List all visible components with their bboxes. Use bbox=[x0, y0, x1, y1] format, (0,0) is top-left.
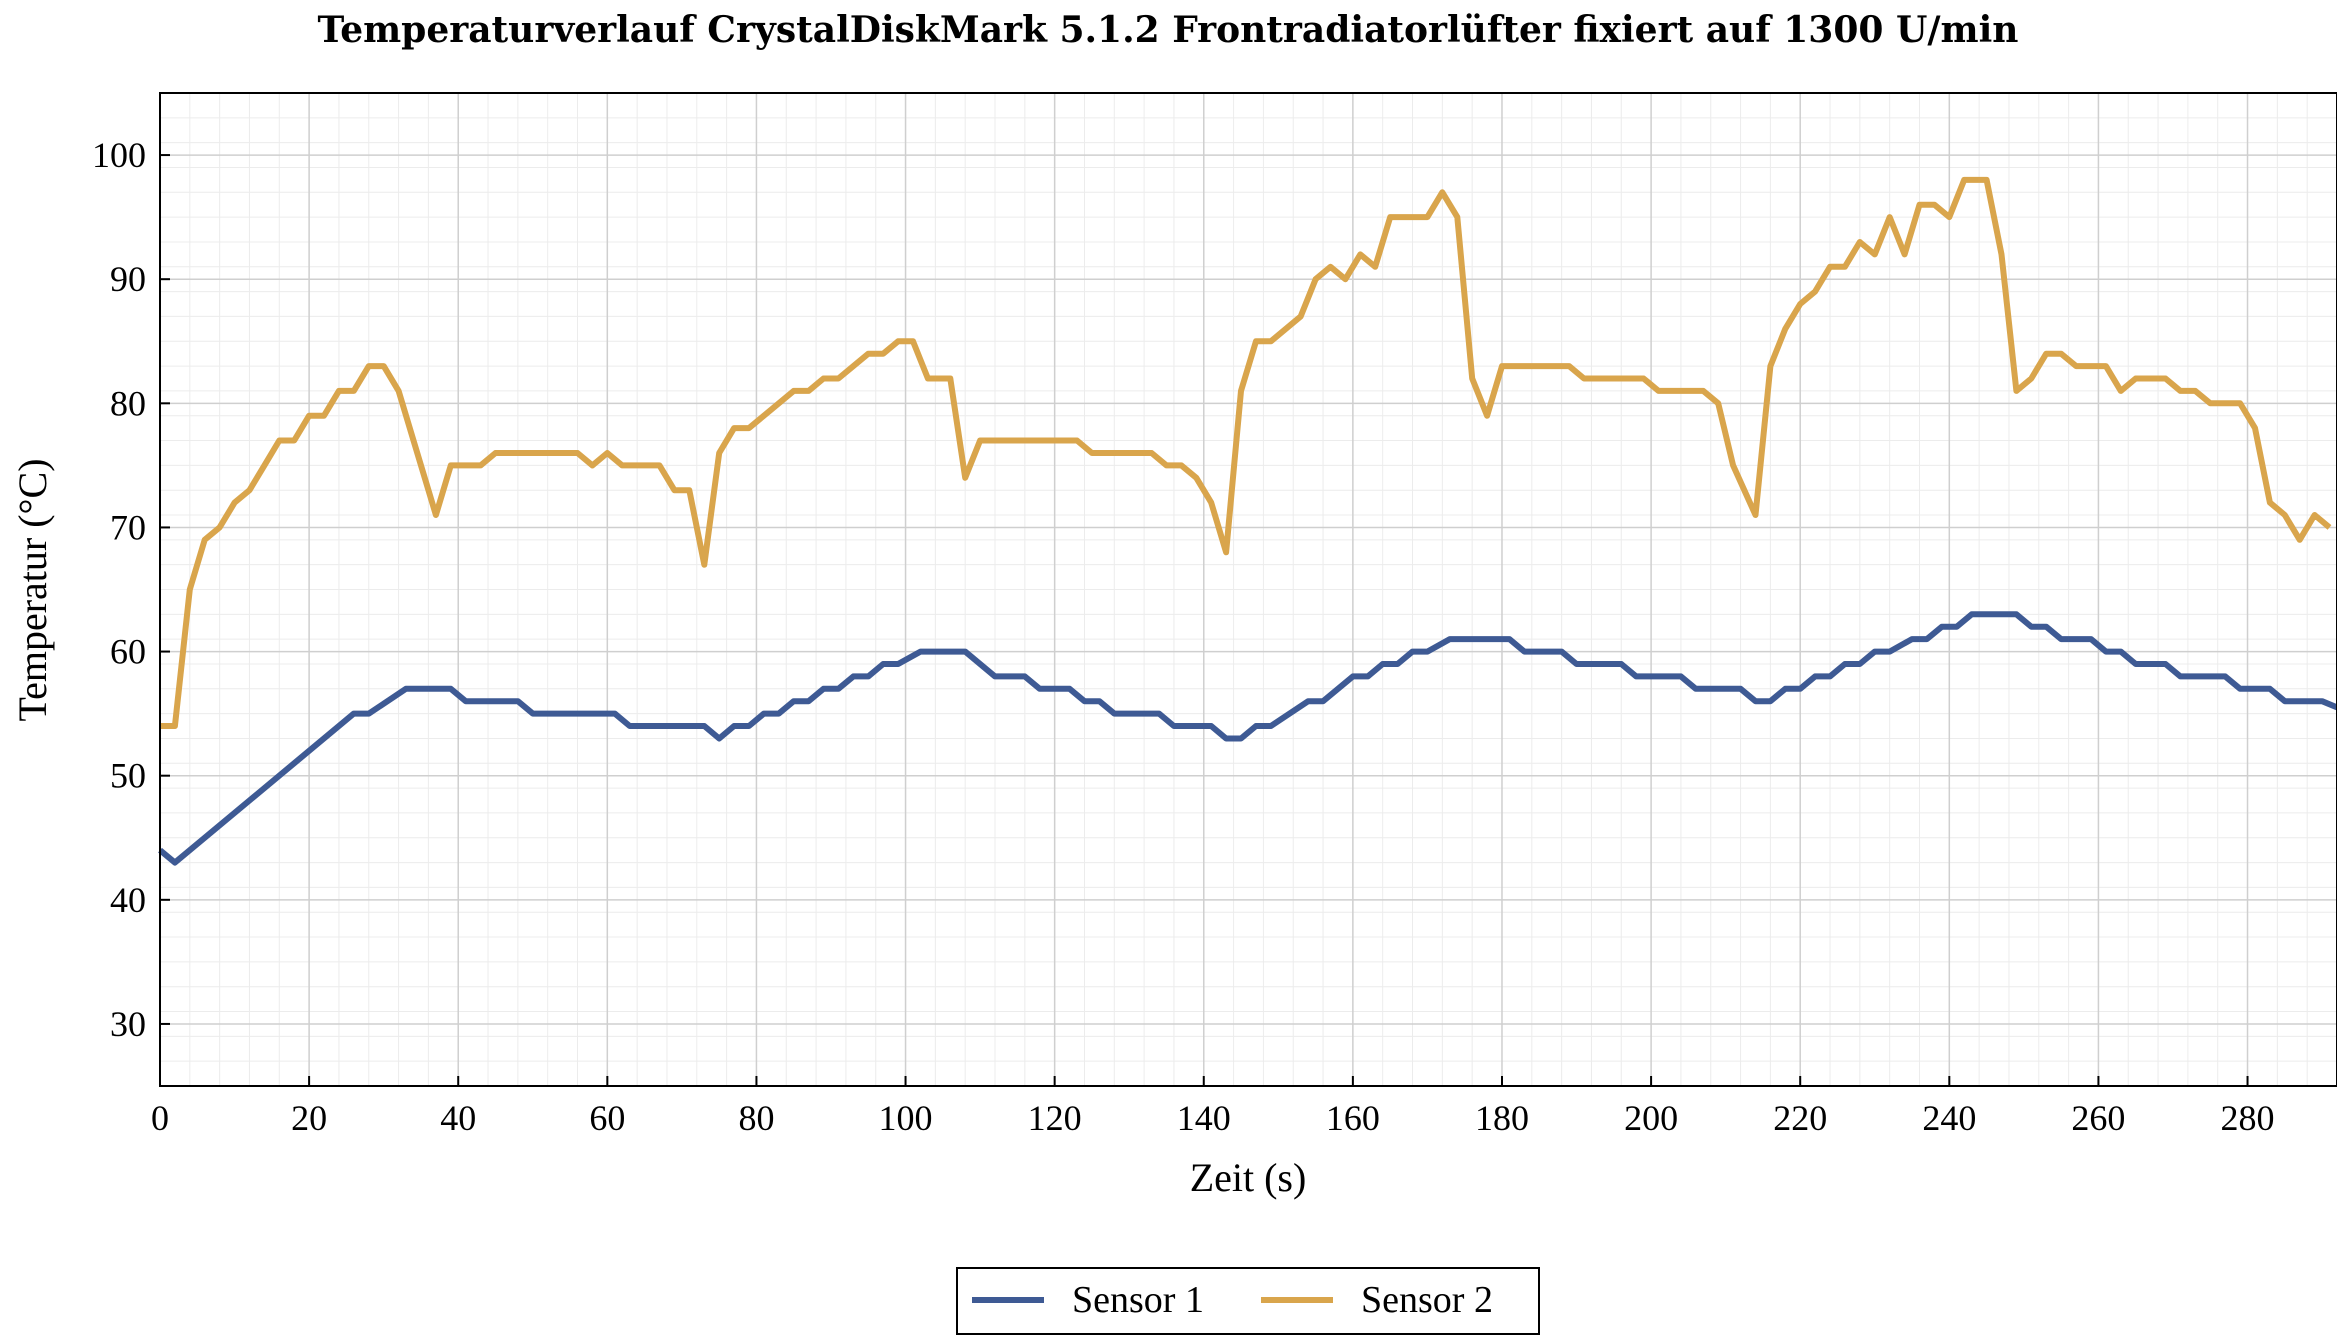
x-tick-label: 160 bbox=[1326, 1098, 1380, 1138]
chart-title: Temperaturverlauf CrystalDiskMark 5.1.2 … bbox=[318, 9, 2019, 51]
x-tick-label: 100 bbox=[879, 1098, 933, 1138]
major-grid bbox=[159, 93, 2337, 1086]
y-axis-label: Temperatur (°C) bbox=[10, 458, 55, 721]
x-tick-label: 80 bbox=[738, 1098, 774, 1138]
series-layer bbox=[158, 176, 2337, 866]
y-tick-label: 60 bbox=[110, 632, 146, 672]
legend-box bbox=[956, 1267, 1540, 1335]
y-tick-label: 40 bbox=[110, 880, 146, 920]
x-tick-label: 40 bbox=[440, 1098, 476, 1138]
x-tick-label: 240 bbox=[1922, 1098, 1976, 1138]
x-tick-label: 0 bbox=[151, 1098, 169, 1138]
legend: Sensor 1 Sensor 2 bbox=[956, 1267, 1540, 1335]
x-tick-label: 260 bbox=[2071, 1098, 2125, 1138]
series-line-sensor-2 bbox=[160, 176, 2332, 729]
x-axis-label: Zeit (s) bbox=[1190, 1155, 1307, 1200]
x-axis: 0 20 40 60 80 100 120 140 160 180 200 220 240 260 280 bbox=[151, 1076, 2275, 1138]
legend-label-sensor-1: Sensor 1 bbox=[1072, 1279, 1204, 1321]
y-tick-label: 100 bbox=[92, 135, 146, 175]
y-axis: 30 40 50 60 70 80 90 100 bbox=[92, 135, 170, 1044]
x-tick-label: 200 bbox=[1624, 1098, 1678, 1138]
y-tick-label: 50 bbox=[110, 756, 146, 796]
minor-grid bbox=[160, 93, 2337, 1086]
x-tick-label: 120 bbox=[1028, 1098, 1082, 1138]
x-tick-label: 20 bbox=[291, 1098, 327, 1138]
x-tick-label: 180 bbox=[1475, 1098, 1529, 1138]
y-tick-label: 70 bbox=[110, 507, 146, 547]
legend-label-sensor-2: Sensor 2 bbox=[1361, 1279, 1493, 1321]
y-tick-label: 30 bbox=[110, 1004, 146, 1044]
x-tick-label: 220 bbox=[1773, 1098, 1827, 1138]
series-line-sensor-1 bbox=[158, 611, 2337, 866]
x-tick-label: 280 bbox=[2221, 1098, 2275, 1138]
plot-frame bbox=[159, 92, 2337, 1087]
y-tick-label: 80 bbox=[110, 383, 146, 423]
x-tick-label: 140 bbox=[1177, 1098, 1231, 1138]
x-tick-label: 60 bbox=[589, 1098, 625, 1138]
y-tick-label: 90 bbox=[110, 259, 146, 299]
